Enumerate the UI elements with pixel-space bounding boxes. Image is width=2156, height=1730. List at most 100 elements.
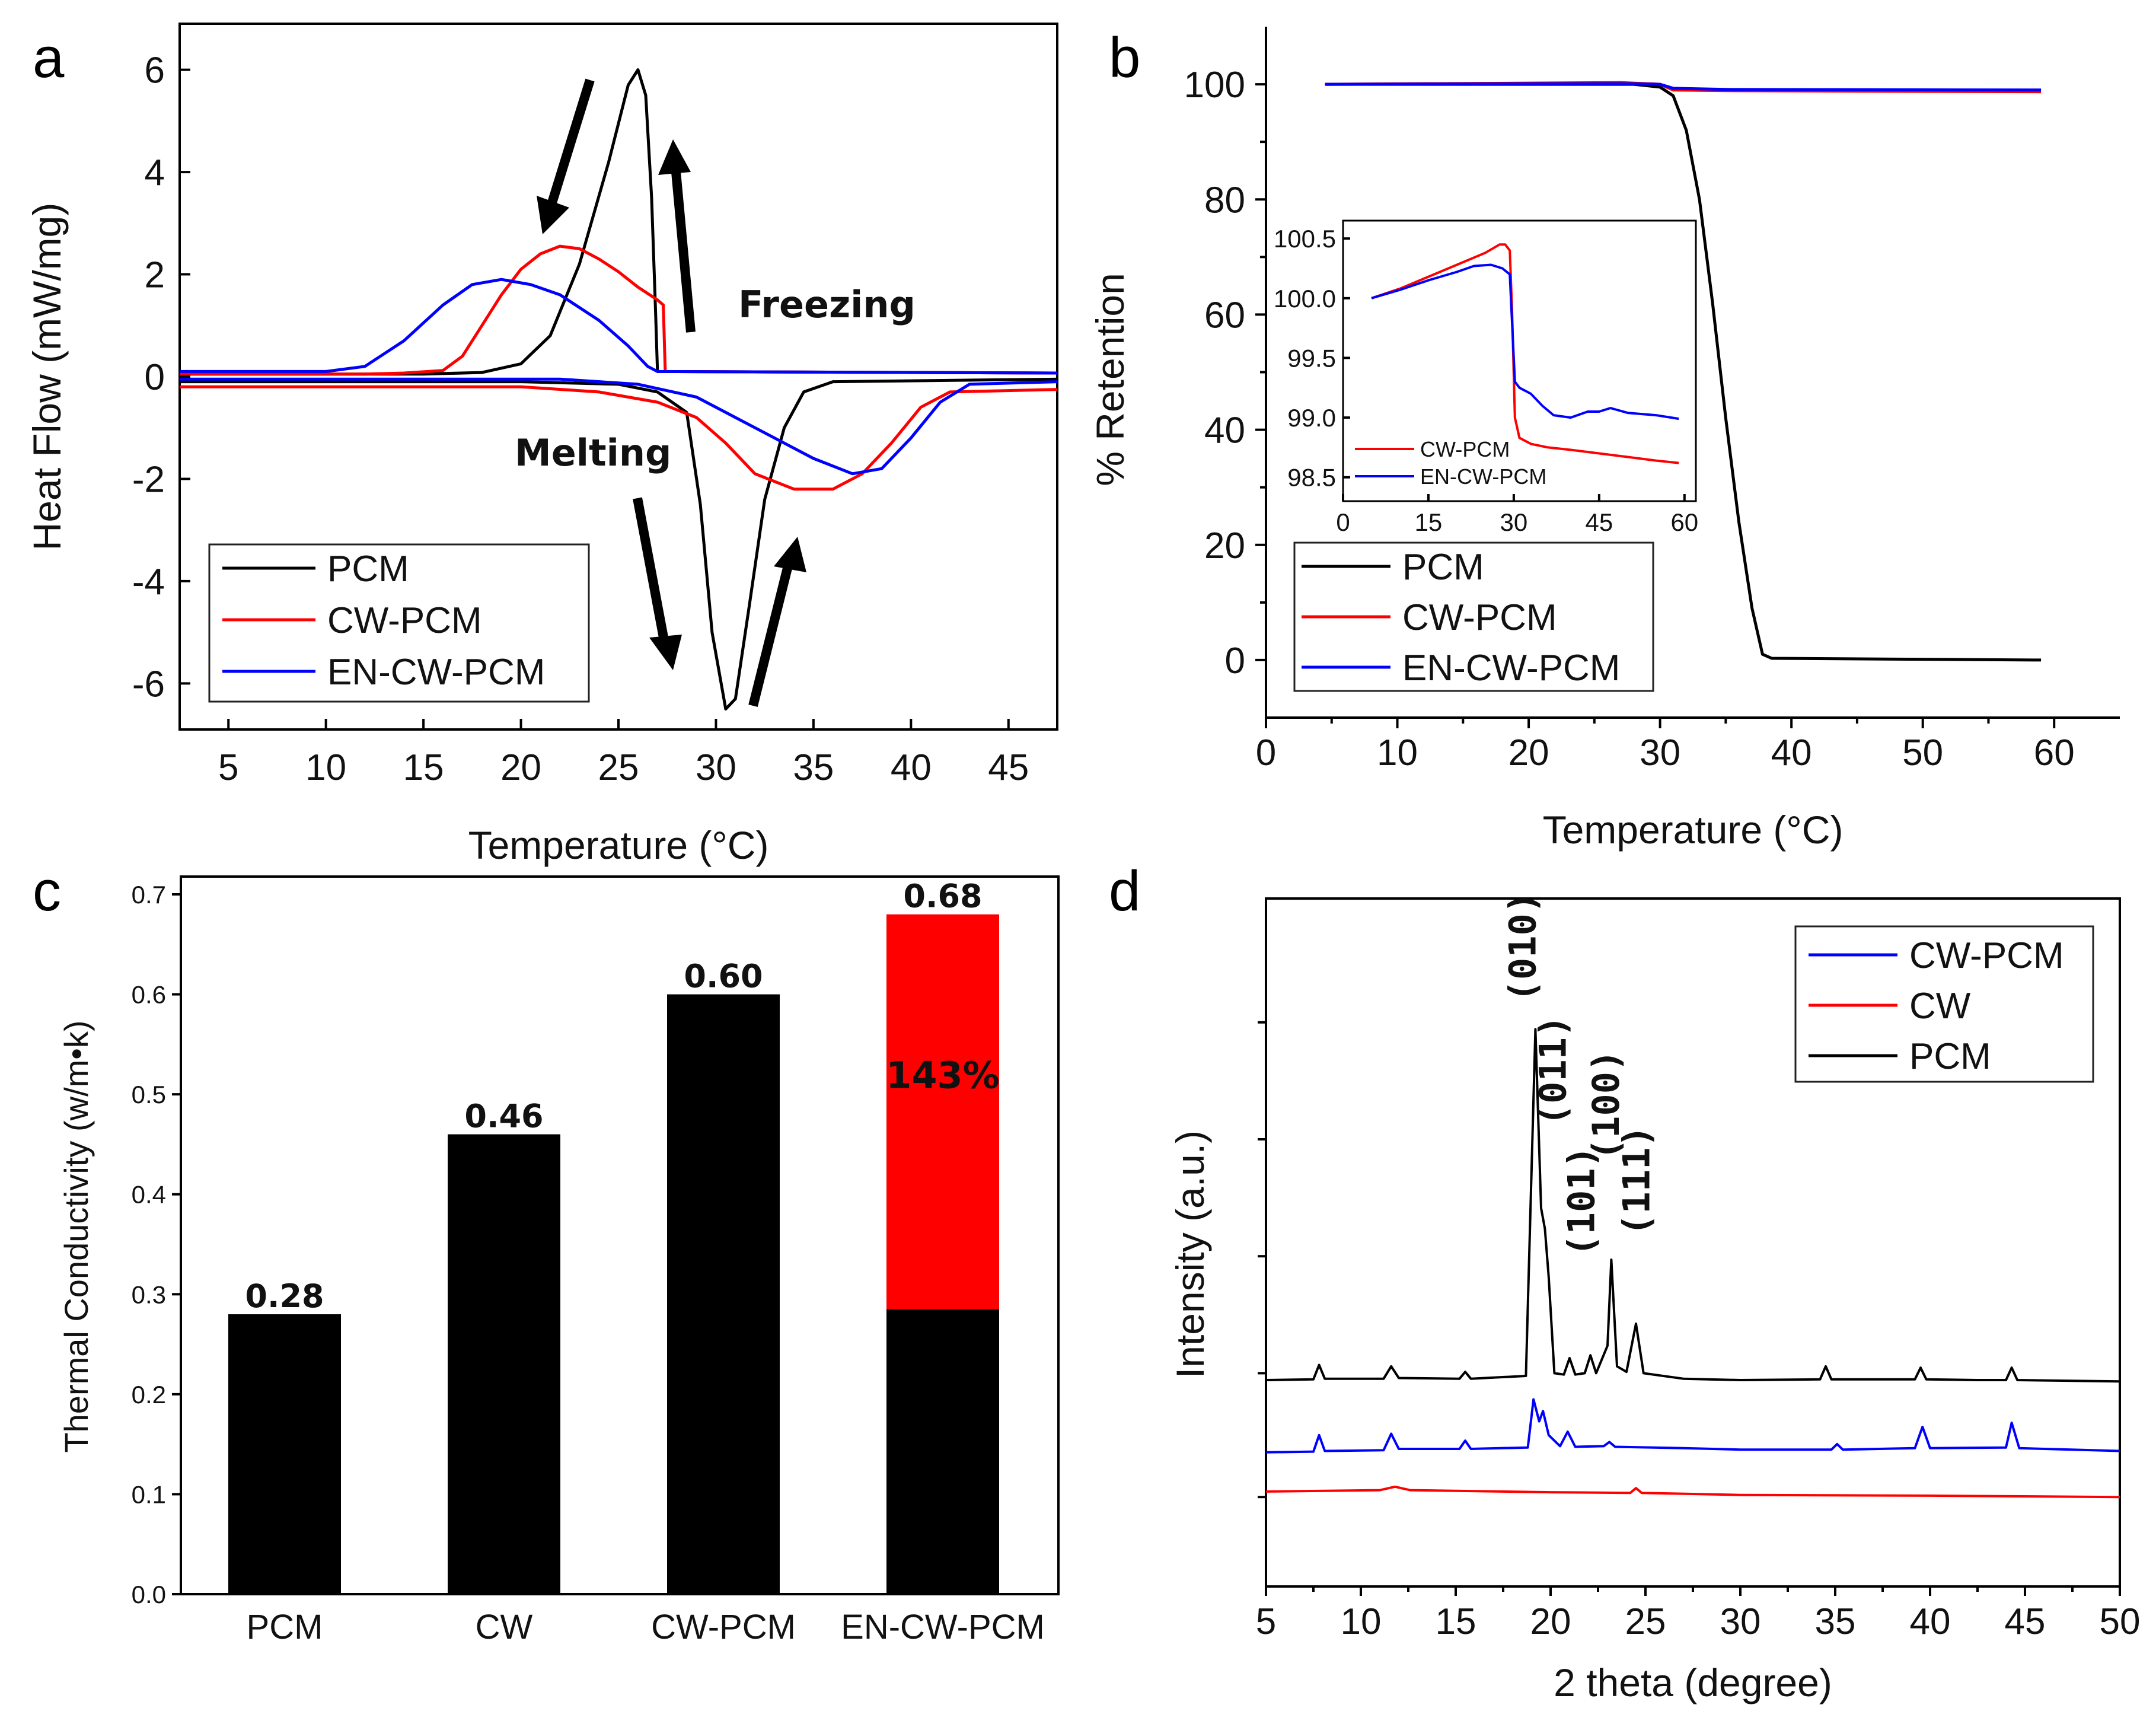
panel-d-chart: d 5 10 15 20 25 30 35 40 45 50 (010) (011) (101)(10… [1109, 859, 2140, 1704]
a-series-en-cw-pcm [180, 377, 1058, 476]
b-series-en-cw-pcm [1325, 82, 2042, 92]
annotation-freezing: Freezing [738, 283, 916, 326]
panel-c-letter: c [33, 859, 61, 923]
melting-arrow-down-head [649, 635, 682, 670]
bar-category-label: CW-PCM [651, 1608, 796, 1646]
a-series-cw-pcm [180, 385, 1058, 491]
bar-category-label: EN-CW-PCM [841, 1608, 1045, 1646]
c-ytick-label: 0.4 [132, 1181, 166, 1209]
a-series-cw-pcm [180, 244, 1058, 376]
panel-a-chart: a 5 10 15 20 25 30 35 40 45 -6 -4 -2 0 2 4 6 Temperatur… [25, 23, 1058, 867]
peak-label: (111) [1615, 1125, 1658, 1236]
peak-label: (010) [1501, 891, 1544, 1002]
d-series-pcm [1265, 1028, 2120, 1383]
c-ytick-label: 0.7 [132, 881, 166, 909]
d-xtick-label: 35 [1815, 1601, 1856, 1642]
panel-d-peak-labels: (010) (011) (101)(100)(111) [1501, 891, 1658, 1257]
legend-b-encwpcm-label: EN-CW-PCM [1402, 648, 1620, 689]
a-xtick-label: 40 [891, 747, 932, 788]
panel-a-y-axis-title: Heat Flow (mW/mg) [25, 203, 69, 551]
panel-c-y-axis-title: Thermal Conductivity (w/m•k) [58, 1020, 95, 1452]
b-ytick-label: 100 [1184, 65, 1245, 106]
d-series-cw-pcm [1265, 1398, 2120, 1454]
b-ytick-label: 0 [1225, 641, 1245, 681]
b-ytick-label: 80 [1204, 180, 1245, 221]
annotation-melting: Melting [515, 431, 671, 474]
legend-d-cwpcm-label: CW-PCM [1909, 935, 2064, 976]
panel-a-letter: a [33, 26, 65, 90]
legend-b-pcm-label: PCM [1402, 547, 1484, 588]
a-xtick-label: 15 [403, 747, 444, 788]
b-xtick-label: 20 [1508, 732, 1549, 773]
panel-d-y-axis-title: Intensity (a.u.) [1168, 1130, 1212, 1378]
panel-b-legend: PCM CW-PCM EN-CW-PCM [1293, 541, 1654, 692]
bar-base-segment [886, 1309, 999, 1594]
b-ytick-label: 60 [1204, 295, 1245, 336]
a-ytick-label: -2 [132, 459, 165, 500]
peak-label: (101) [1560, 1146, 1603, 1257]
peak-label: (100) [1584, 1050, 1628, 1161]
inset-frame [1342, 219, 1697, 502]
c-ytick-label: 0.2 [132, 1381, 166, 1409]
a-ytick-label: 2 [145, 255, 165, 296]
melting-arrow-up [748, 562, 793, 707]
panel-a-series-group [180, 68, 1058, 711]
a-xtick-label: 25 [598, 747, 639, 788]
panel-d-x-axis-title: 2 theta (degree) [1554, 1661, 1832, 1704]
inset-legend-encwpcm-label: EN-CW-PCM [1420, 464, 1546, 489]
d-xtick-label: 5 [1256, 1601, 1276, 1642]
a-xtick-label: 30 [696, 747, 736, 788]
d-xtick-label: 30 [1720, 1601, 1761, 1642]
freezing-arrow-up [671, 171, 696, 333]
inset-ytick-label: 99.5 [1287, 344, 1336, 372]
panel-a-legend: PCM CW-PCM EN-CW-PCM [208, 543, 590, 703]
d-xtick-label: 20 [1530, 1601, 1571, 1642]
b-series-pcm [1325, 82, 2042, 662]
c-ytick-label: 0.6 [132, 981, 166, 1009]
inset-xtick-label: 45 [1585, 508, 1613, 536]
bar-cw-pcm [667, 994, 780, 1594]
c-ytick-label: 0.3 [132, 1280, 166, 1308]
d-xtick-label: 45 [2005, 1601, 2046, 1642]
b-xtick-label: 60 [2034, 732, 2075, 773]
a-ytick-label: 6 [145, 50, 165, 91]
panel-b-letter: b [1109, 26, 1140, 90]
melting-arrow-up-head [774, 537, 806, 572]
a-xtick-label: 35 [793, 747, 834, 788]
inset-legend: CW-PCM EN-CW-PCM [1355, 437, 1546, 489]
legend-d-pcm-label: PCM [1909, 1036, 1991, 1077]
freezing-arrow-up-head [658, 139, 691, 175]
legend-a-cwpcm-label: CW-PCM [327, 600, 482, 641]
bar-value-label: 0.60 [684, 958, 763, 995]
bar-value-label: 0.28 [245, 1277, 324, 1315]
inset-legend-cwpcm-label: CW-PCM [1420, 437, 1510, 461]
a-series-pcm [180, 68, 1058, 376]
legend-a-encwpcm-label: EN-CW-PCM [327, 652, 545, 693]
inset-xtick-label: 30 [1500, 508, 1528, 536]
c-ytick-label: 0.0 [132, 1581, 166, 1608]
a-ytick-label: 4 [145, 152, 165, 193]
inset-xtick-label: 60 [1670, 508, 1698, 536]
d-series-cw [1265, 1485, 2120, 1499]
bar-value-label: 0.68 [903, 878, 982, 915]
panel-a-legend-box [208, 543, 590, 703]
b-ytick-label: 20 [1204, 525, 1245, 566]
panel-a-arrows [537, 78, 806, 707]
panel-c-plot-frame [180, 875, 1060, 1595]
bar-enhancement-label: 143% [886, 1054, 1000, 1097]
bar-category-label: PCM [247, 1608, 323, 1646]
bar-category-label: CW [476, 1608, 533, 1646]
panel-d-letter: d [1109, 859, 1140, 923]
a-xtick-label: 45 [988, 747, 1029, 788]
legend-d-cw-label: CW [1909, 986, 1971, 1027]
a-series-en-cw-pcm [180, 278, 1058, 375]
inset-ytick-label: 98.5 [1287, 464, 1336, 492]
a-ytick-label: 0 [145, 357, 165, 398]
bar-cw [448, 1134, 560, 1594]
panel-d-legend: CW-PCM CW PCM [1794, 925, 2094, 1083]
bar-enhancement-segment [886, 914, 999, 1310]
panel-c-bars-group: 0.28 PCM 0.46 CW 0.60 CW-PCM 143% 0.68 EN-CW-PCM [228, 878, 1045, 1646]
inset-series-en-cw-pcm [1371, 263, 1679, 420]
d-xtick-label: 10 [1341, 1601, 1382, 1642]
legend-a-pcm-label: PCM [327, 549, 409, 590]
